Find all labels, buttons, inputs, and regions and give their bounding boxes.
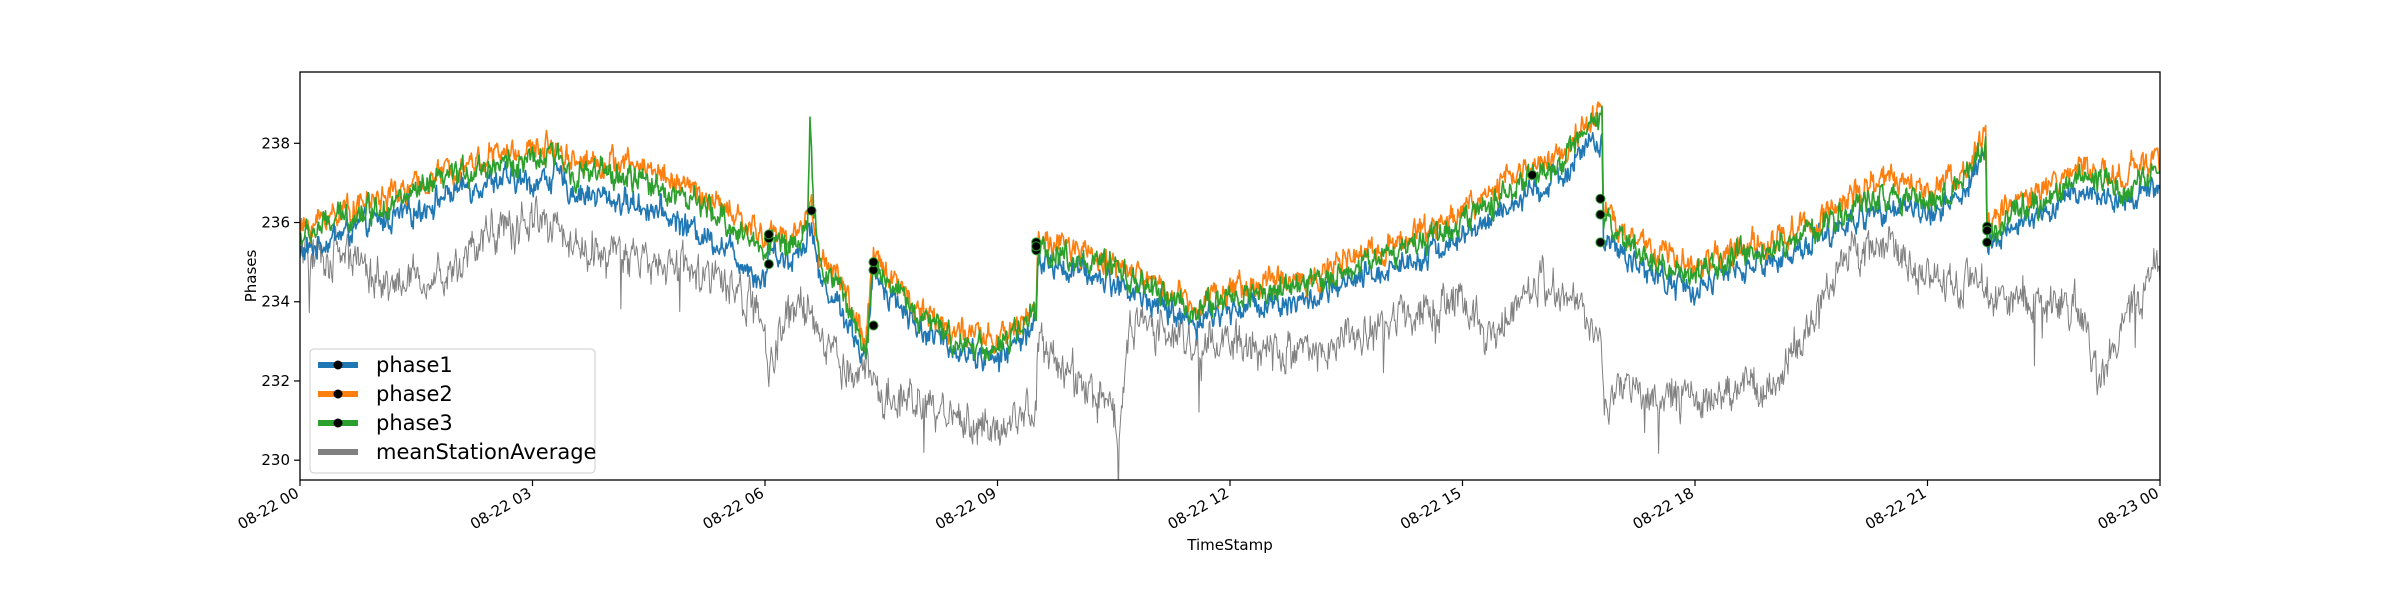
legend-marker-phase3 — [333, 418, 343, 428]
anomaly-marker-phase3-6 — [1982, 225, 1993, 236]
anomaly-marker-phase3-4 — [1527, 169, 1538, 180]
x-axis-label: TimeStamp — [1186, 536, 1272, 554]
series-line-phase3 — [300, 105, 2160, 362]
legend-marker-phase2 — [333, 389, 343, 399]
y-axis-label: Phases — [242, 250, 260, 303]
anomaly-marker-phase3-3 — [1031, 241, 1042, 252]
anomaly-marker-phase3-0 — [763, 229, 774, 240]
series-line-phase1 — [300, 131, 2160, 373]
y-tick-label: 238 — [261, 134, 290, 152]
legend-label-meanStationAverage: meanStationAverage — [376, 440, 596, 464]
y-tick-label: 232 — [261, 372, 290, 390]
y-tick-label: 236 — [261, 214, 290, 232]
legend: phase1 phase2 phase3 meanStationAverage — [309, 348, 596, 474]
series-line-phase2 — [300, 101, 2160, 354]
anomaly-marker-phase1-3 — [1595, 237, 1606, 248]
y-tick-label: 234 — [261, 293, 290, 311]
series-layer — [300, 101, 2160, 480]
y-tick-label: 230 — [261, 451, 290, 469]
anomaly-marker-phase3-1 — [806, 205, 817, 216]
anomaly-marker-phase1-1 — [868, 320, 879, 331]
series-line-meanStationAverage — [300, 195, 2160, 480]
anomaly-marker-phase3-2 — [868, 257, 879, 268]
legend-label-phase2: phase2 — [376, 382, 453, 406]
anomaly-marker-phase3-5 — [1595, 209, 1606, 220]
marker-layer — [763, 169, 1993, 331]
anomaly-marker-phase2-3 — [1595, 193, 1606, 204]
anomaly-marker-phase1-0 — [763, 259, 774, 270]
plot-background — [300, 72, 2160, 480]
anomaly-marker-phase1-4 — [1982, 237, 1993, 248]
y-axis: 230 232 234 236 238 — [261, 134, 300, 469]
legend-label-phase3: phase3 — [376, 411, 453, 435]
legend-box — [309, 348, 596, 474]
legend-label-phase1: phase1 — [376, 353, 453, 377]
legend-marker-phase1 — [333, 360, 343, 370]
